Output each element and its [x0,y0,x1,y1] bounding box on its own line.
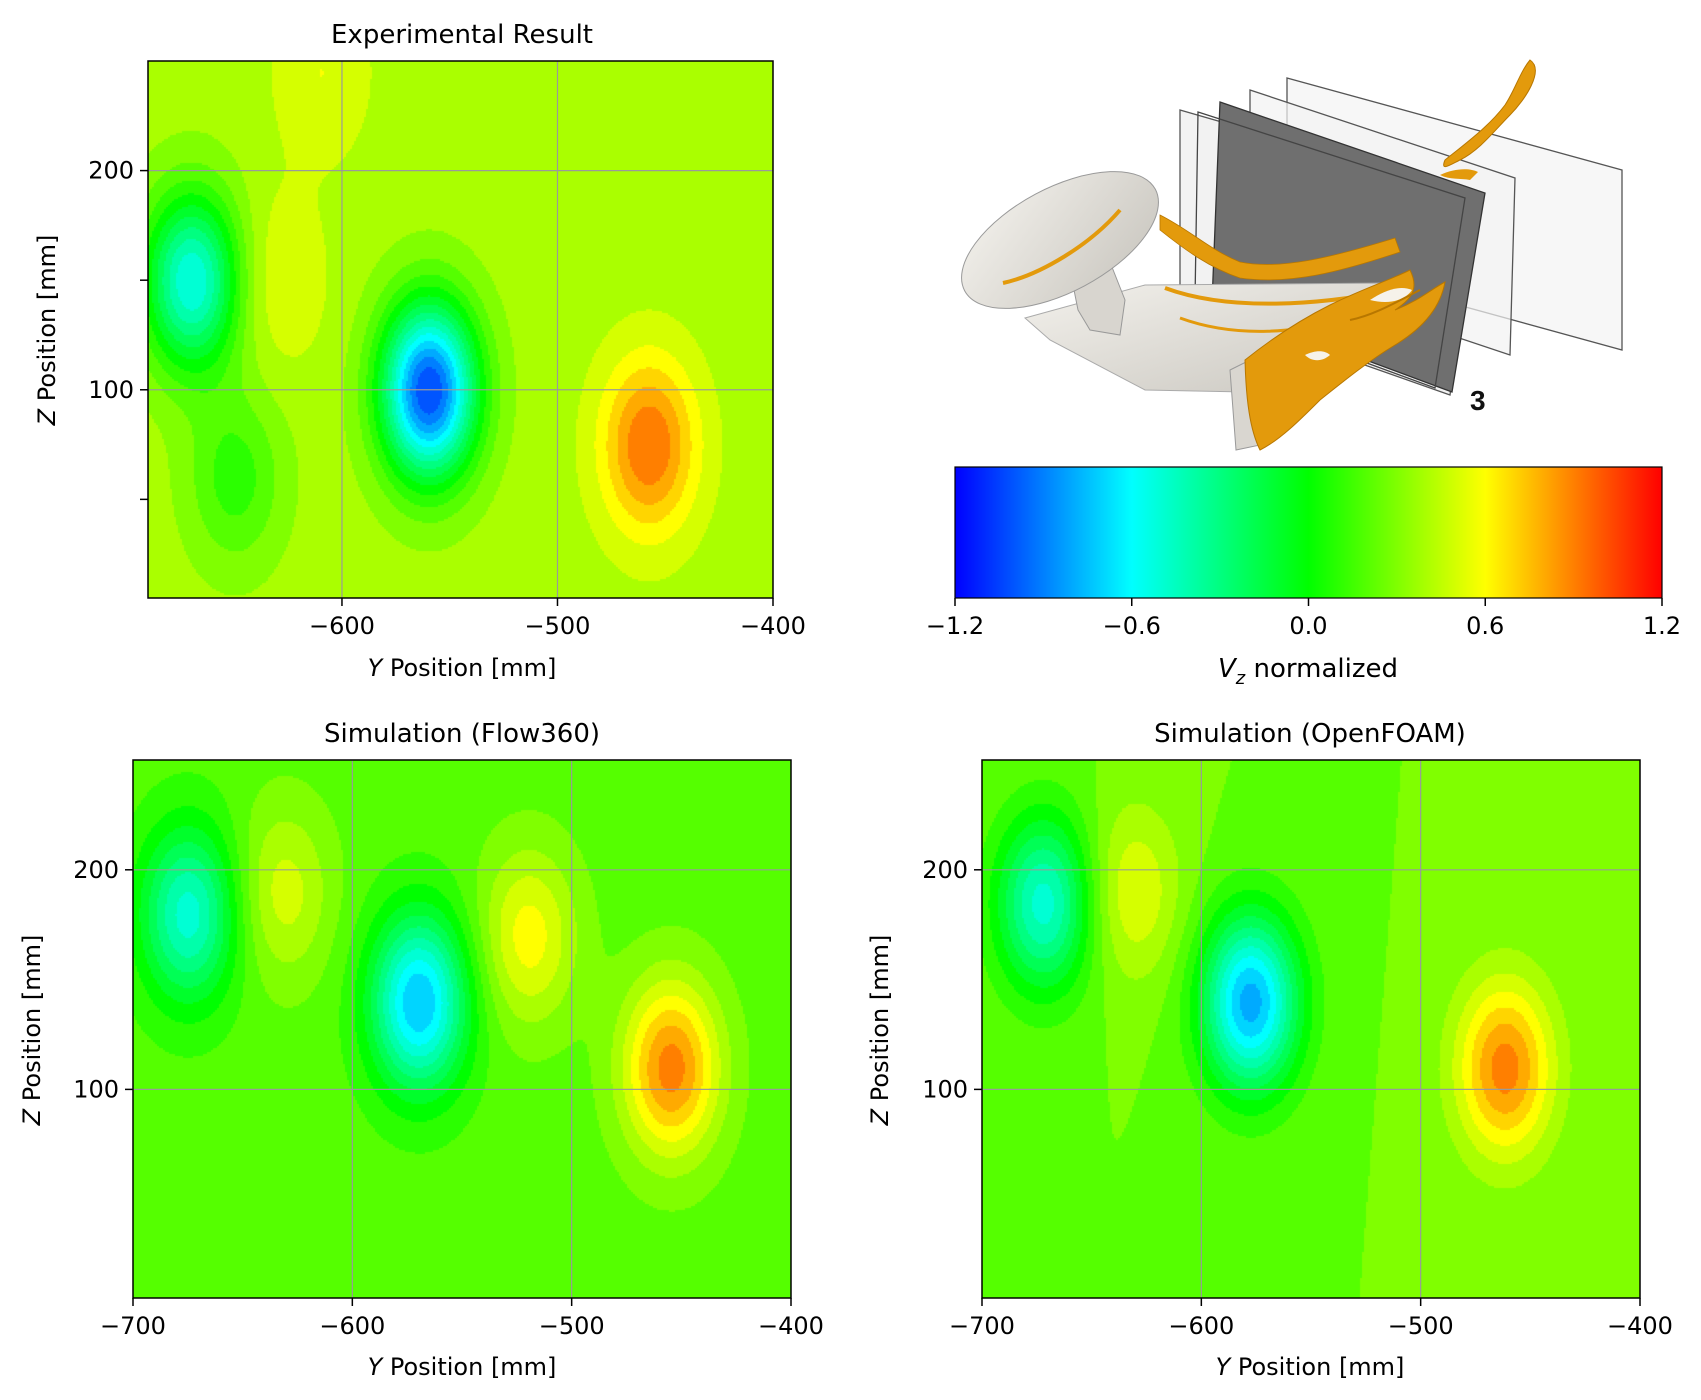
x-tick-label: −600 [1168,1312,1234,1340]
x-tick-label: −500 [1388,1312,1454,1340]
colorbar-tick-label: −0.6 [1103,612,1161,640]
colorbar-tick-label: 0.6 [1466,612,1504,640]
colorbar-gradient [954,466,1663,599]
axes-frame [981,759,1641,1299]
axes-frame [132,759,792,1299]
x-tick-label: −400 [1607,1312,1673,1340]
colorbar-tick-label: 0.0 [1289,612,1327,640]
isosurface-fragment [1440,169,1478,180]
upper-vortex-isosurface [1443,59,1536,168]
x-tick-label: −600 [319,1312,385,1340]
y-tick-label: 100 [88,376,134,404]
colorbar-tick-label: 1.2 [1643,612,1681,640]
isosurface-hole [1305,351,1330,361]
3d-render-illustration: 3 [961,59,1623,451]
x-tick-label: −500 [525,612,591,640]
y-tick-label: 200 [922,856,968,884]
x-tick-label: −700 [100,1312,166,1340]
y-tick-label: 200 [88,157,134,185]
x-axis-label: Y Position [mm] [1216,1353,1405,1381]
chart-title: Simulation (OpenFOAM) [1154,719,1466,749]
x-tick-label: −500 [539,1312,605,1340]
colorbar-tick-label: −1.2 [926,612,984,640]
y-tick-label: 200 [73,856,119,884]
y-axis-label: Z Position [mm] [866,935,894,1127]
colorbar: −1.2 −0.6 0.0 0.6 1.2 Vz normalized [926,466,1681,689]
wake-isosurface [1159,214,1401,281]
x-axis-label: Y Position [mm] [368,1353,557,1381]
axes-frame [147,60,774,599]
x-axis-label: Y Position [mm] [368,654,557,682]
openfoam-simulation-panel: Simulation (OpenFOAM) −700 −600 −500 −400 10… [866,719,1673,1381]
x-tick-label: −700 [949,1312,1015,1340]
y-axis-label: Z Position [mm] [33,235,61,427]
colorbar-label: Vz normalized [1218,654,1398,689]
x-tick-label: −400 [740,612,806,640]
tip-vortex-isosurface [1244,269,1446,451]
y-tick-label: 100 [922,1075,968,1103]
chart-title: Simulation (Flow360) [324,719,600,749]
experimental-result-panel: Experimental Result −600 −500 −400 100 200 Y… [33,20,806,682]
x-tick-label: −600 [309,612,375,640]
y-axis-label: Z Position [mm] [18,935,46,1127]
wheel-body [961,171,1159,309]
flow360-simulation-panel: Simulation (Flow360) −700 −600 −500 −400 100… [18,719,824,1381]
plane-label: 3 [1470,385,1486,416]
heatmap-canvas [148,61,773,598]
isosurface-ridge [1349,289,1421,321]
heatmap-canvas [133,760,791,1298]
heatmap-canvas [982,760,1640,1298]
chart-title: Experimental Result [331,20,593,50]
wheel-edge-isosurface [1002,208,1122,285]
x-tick-label: −400 [758,1312,824,1340]
y-tick-label: 100 [73,1075,119,1103]
